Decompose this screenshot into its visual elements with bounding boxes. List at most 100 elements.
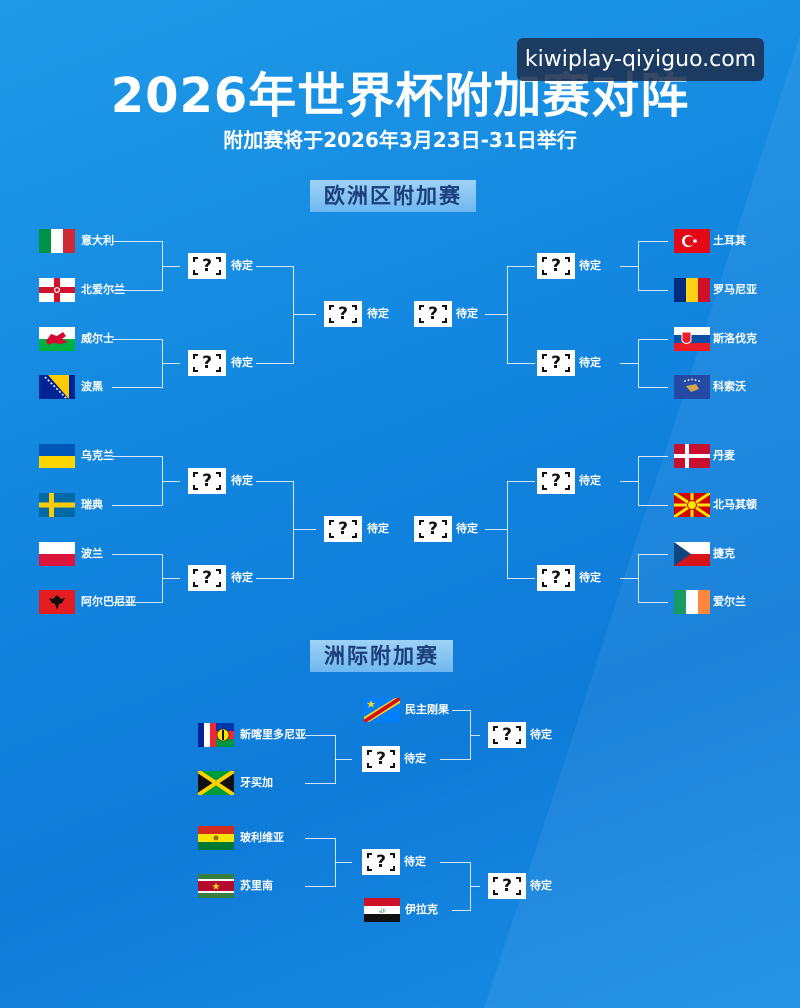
tbd-label: 待定 [367, 307, 389, 320]
bracket-line [305, 783, 335, 784]
bracket-line [256, 363, 293, 364]
bracket-line [256, 578, 293, 579]
question-mark: ? [202, 471, 212, 491]
flag-nc-icon [198, 723, 234, 747]
flag-ro-icon [674, 278, 710, 302]
tbd-label: 待定 [231, 571, 253, 584]
bracket-line [620, 363, 638, 364]
bracket-line [507, 266, 508, 364]
question-mark: ? [202, 256, 212, 276]
flag-wal-icon [39, 327, 75, 351]
flag-sr-icon [198, 874, 234, 898]
flag-cz-icon [674, 542, 710, 566]
question-mark: ? [551, 256, 561, 276]
question-mark: ? [551, 568, 561, 588]
tbd-label: 待定 [579, 571, 601, 584]
section-europe: 欧洲区附加赛 [310, 180, 476, 212]
corner-brackets-icon [542, 354, 570, 372]
bracket-line [112, 241, 162, 242]
corner-brackets-icon [542, 569, 570, 587]
team-name: 伊拉克 [405, 903, 438, 916]
flag-dk-icon [674, 444, 710, 468]
bracket-line [293, 481, 294, 579]
tbd-label: 待定 [367, 522, 389, 535]
bracket-line [440, 862, 470, 863]
bracket-line [507, 578, 535, 579]
bracket-line [485, 529, 507, 530]
bracket-line [507, 481, 535, 482]
team-name: 苏里南 [240, 879, 273, 892]
bracket-line [638, 554, 639, 603]
tbd-placeholder: ? [324, 516, 362, 542]
team-name: 牙买加 [240, 776, 273, 789]
bracket-line [452, 910, 470, 911]
tbd-label: 待定 [579, 356, 601, 369]
corner-brackets-icon [193, 472, 221, 490]
bracket-line [112, 387, 162, 388]
tbd-placeholder: ? [324, 301, 362, 327]
question-mark: ? [502, 876, 512, 896]
bracket-line [620, 578, 638, 579]
bracket-line [470, 886, 480, 887]
tbd-label: 待定 [456, 522, 478, 535]
bracket-line [112, 456, 162, 457]
question-mark: ? [202, 568, 212, 588]
team-name: 乌克兰 [81, 449, 114, 462]
tbd-placeholder: ? [188, 350, 226, 376]
bracket-line [335, 759, 352, 760]
tbd-label: 待定 [579, 259, 601, 272]
tbd-label: 待定 [530, 728, 552, 741]
flag-ua-icon [39, 444, 75, 468]
tbd-placeholder: ? [488, 873, 526, 899]
flag-tr-icon [674, 229, 710, 253]
bracket-line [638, 241, 668, 242]
team-name: 捷克 [713, 547, 735, 560]
bracket-line [112, 339, 162, 340]
flag-se-icon [39, 493, 75, 517]
tbd-placeholder: ? [537, 565, 575, 591]
team-name: 阿尔巴尼亚 [81, 595, 136, 608]
question-mark: ? [338, 304, 348, 324]
bracket-line [335, 862, 352, 863]
team-name: 民主刚果 [405, 703, 449, 716]
bracket-line [305, 886, 335, 887]
flag-iq-icon: الله [364, 898, 400, 922]
tbd-placeholder: ? [188, 565, 226, 591]
bracket-line [638, 339, 639, 388]
tbd-label: 待定 [579, 474, 601, 487]
bracket-line [162, 481, 180, 482]
tbd-placeholder: ? [414, 301, 452, 327]
corner-brackets-icon [193, 354, 221, 372]
bracket-line [162, 266, 180, 267]
tbd-label: 待定 [231, 356, 253, 369]
question-mark: ? [338, 519, 348, 539]
question-mark: ? [376, 852, 386, 872]
bracket-line [293, 314, 316, 315]
corner-brackets-icon [193, 257, 221, 275]
tbd-placeholder: ? [188, 468, 226, 494]
bracket-line [162, 363, 180, 364]
corner-brackets-icon [193, 569, 221, 587]
team-name: 玻利维亚 [240, 831, 284, 844]
flag-ie-icon [674, 590, 710, 614]
team-name: 罗马尼亚 [713, 283, 757, 296]
question-mark: ? [428, 304, 438, 324]
corner-brackets-icon [542, 257, 570, 275]
bracket-line [305, 838, 335, 839]
flag-mk-icon [674, 493, 710, 517]
flag-it-icon [39, 229, 75, 253]
bracket-line [112, 505, 162, 506]
team-name: 丹麦 [713, 449, 735, 462]
team-name: 新喀里多尼亚 [240, 728, 306, 741]
team-name: 瑞典 [81, 498, 103, 511]
team-name: 科索沃 [713, 380, 746, 393]
tbd-label: 待定 [530, 879, 552, 892]
bracket-line [256, 266, 293, 267]
bracket-line [620, 481, 638, 482]
bracket-line [112, 602, 162, 603]
corner-brackets-icon [493, 877, 521, 895]
corner-brackets-icon [329, 520, 357, 538]
question-mark: ? [428, 519, 438, 539]
bracket-line [638, 387, 668, 388]
